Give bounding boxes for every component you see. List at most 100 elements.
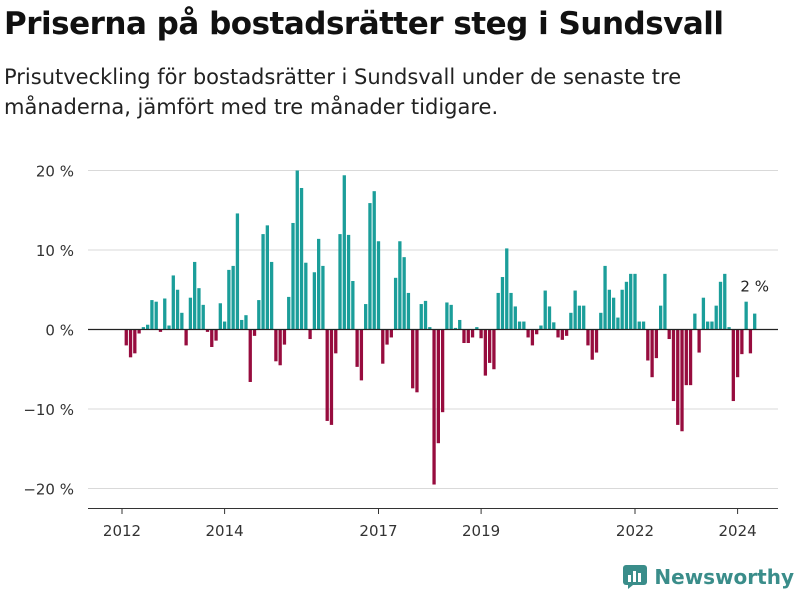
bar	[526, 329, 530, 338]
bar	[180, 312, 184, 330]
bar	[244, 315, 248, 330]
bar	[364, 304, 368, 330]
bar	[368, 203, 372, 330]
bar	[505, 248, 509, 330]
bar	[158, 329, 163, 332]
brand-name: Newsworthy	[654, 565, 794, 589]
bar	[624, 281, 629, 330]
bar	[488, 329, 492, 363]
y-tick-label: 0 %	[45, 322, 74, 340]
bar	[753, 313, 757, 330]
bar	[304, 262, 308, 330]
bar	[419, 304, 423, 330]
bar	[381, 329, 385, 364]
bar	[701, 297, 706, 330]
bar	[415, 329, 419, 393]
bar	[214, 329, 218, 341]
bar	[222, 321, 227, 330]
bar	[659, 305, 663, 330]
bar	[483, 329, 488, 376]
bar	[406, 292, 411, 330]
bar	[231, 265, 235, 330]
bar	[240, 319, 244, 330]
bar	[650, 329, 654, 378]
bar	[697, 329, 701, 353]
bar	[748, 329, 753, 354]
bar	[680, 329, 684, 432]
bar	[346, 234, 351, 330]
bar	[167, 325, 171, 330]
bar	[539, 325, 543, 330]
bar	[423, 300, 428, 330]
bar	[633, 273, 637, 330]
bar	[355, 329, 359, 367]
bar	[291, 222, 295, 330]
bar	[376, 241, 381, 330]
bar	[500, 277, 505, 330]
bar	[317, 238, 321, 330]
bar	[308, 329, 312, 340]
bar	[552, 322, 556, 330]
bar	[611, 297, 616, 330]
y-tick-label: −20 %	[23, 481, 74, 499]
bar	[594, 329, 599, 353]
bar	[432, 329, 436, 485]
bar	[329, 329, 334, 425]
bar	[718, 281, 723, 330]
bar	[569, 312, 573, 330]
bar	[577, 305, 582, 330]
bar	[274, 329, 278, 362]
bar	[141, 327, 146, 330]
bar	[146, 324, 150, 330]
bar	[201, 304, 205, 330]
bar	[530, 329, 535, 346]
bar	[646, 329, 650, 361]
bar	[150, 300, 154, 330]
bar	[205, 329, 210, 332]
bar	[257, 300, 261, 330]
bar	[560, 329, 564, 340]
bar	[287, 296, 291, 330]
bar	[654, 329, 659, 359]
bar	[509, 292, 513, 330]
bar	[663, 273, 667, 330]
bar	[714, 305, 718, 330]
bar	[590, 329, 594, 360]
bar	[496, 292, 500, 330]
bar	[684, 329, 688, 386]
bar	[535, 329, 539, 335]
bar	[458, 319, 462, 330]
bar	[445, 302, 449, 330]
bar	[453, 327, 458, 330]
bar	[513, 306, 517, 330]
bar	[137, 329, 141, 334]
x-axis: 2012 2014 2017 2019 2022 2024	[88, 508, 778, 540]
bar	[440, 329, 445, 413]
bar	[641, 321, 646, 330]
bar	[607, 289, 611, 330]
bar	[543, 290, 547, 330]
bar	[449, 304, 453, 330]
bar	[603, 265, 607, 330]
bars	[124, 170, 757, 485]
y-axis: 20 % 10 % 0 % −10 % −20 %	[23, 163, 74, 499]
bar	[573, 290, 577, 330]
x-tick-label: 2022	[616, 522, 654, 540]
bar	[676, 329, 680, 425]
bar	[338, 234, 342, 330]
bar	[744, 301, 748, 330]
bar	[299, 187, 304, 330]
bar	[706, 321, 710, 330]
bar	[184, 329, 188, 346]
bar	[210, 329, 214, 347]
bar	[475, 327, 479, 330]
bar	[393, 277, 398, 330]
bar	[154, 301, 158, 330]
bar	[466, 329, 470, 344]
bar	[556, 329, 560, 338]
bar	[629, 273, 633, 330]
bar	[398, 241, 402, 330]
x-tick-label: 2019	[462, 522, 500, 540]
bar	[248, 329, 252, 382]
bar	[411, 329, 415, 389]
